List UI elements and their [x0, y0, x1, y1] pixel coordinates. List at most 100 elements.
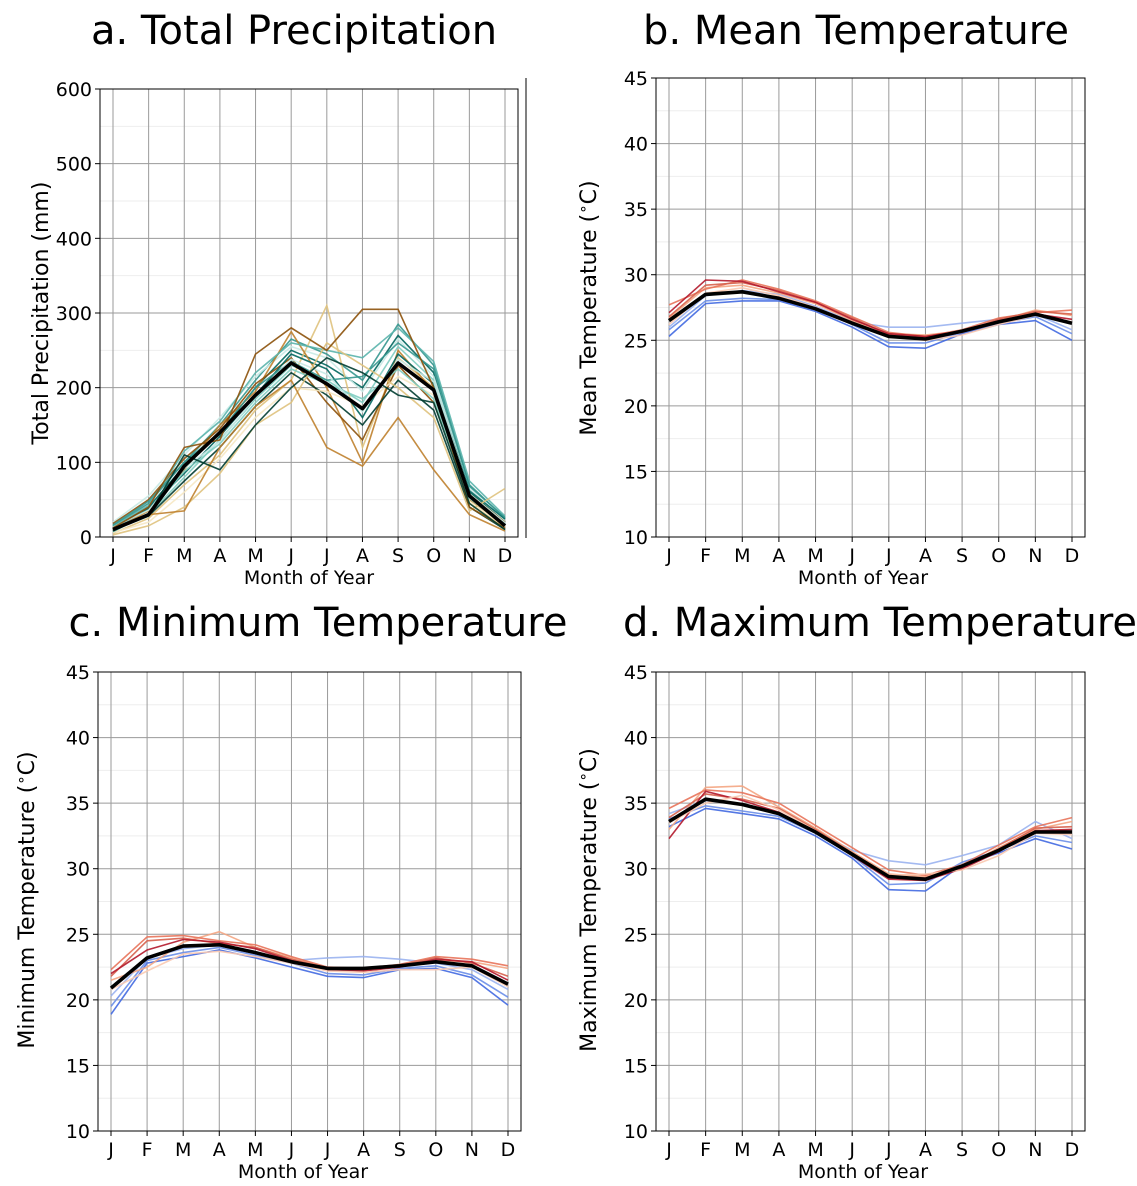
x-tick-label: J	[885, 1139, 892, 1161]
x-tick-label: N	[462, 545, 476, 567]
x-tick-label: D	[501, 1139, 516, 1161]
y-tick-label: 25	[624, 924, 648, 946]
y-tick-label: 100	[56, 452, 92, 474]
degree-sign: ∘	[574, 772, 592, 781]
y-tick-label: 35	[624, 793, 648, 815]
x-tick-label: J	[848, 545, 855, 567]
y-tick-label: 25	[624, 330, 648, 352]
ensemble-line	[668, 807, 1073, 892]
x-tick-label: M	[175, 1139, 191, 1161]
y-tick-label: 300	[56, 303, 92, 325]
x-tick-label: J	[109, 545, 116, 567]
series-group	[667, 279, 1073, 350]
y-tick-label: 10	[624, 527, 648, 549]
x-tick-label: F	[143, 545, 154, 567]
y-tick-label: 0	[80, 527, 92, 549]
x-axis-label: Month of Year	[798, 1161, 928, 1183]
mean-line	[667, 289, 1073, 341]
x-tick-label: J	[288, 1139, 295, 1161]
ensemble-line	[112, 375, 506, 534]
ensemble-line	[112, 341, 506, 526]
y-tick-label: 200	[56, 378, 92, 400]
x-tick-label: A	[356, 545, 369, 567]
series-group	[668, 785, 1073, 892]
x-tick-label: M	[176, 545, 192, 567]
y-tick-label: 35	[66, 793, 90, 815]
x-tick-label: M	[247, 545, 263, 567]
ensemble-line	[112, 356, 506, 525]
x-tick-label: S	[394, 1139, 406, 1161]
x-axis-label: Month of Year	[798, 567, 928, 589]
panel-title: b. Mean Temperature	[643, 8, 1069, 54]
y-tick-label: 15	[624, 461, 648, 483]
x-tick-label: J	[885, 545, 892, 567]
ensemble-line	[110, 946, 509, 1007]
y-tick-label: 20	[624, 990, 648, 1012]
x-tick-label: O	[991, 1139, 1006, 1161]
ensemble-line	[668, 286, 1073, 342]
y-axis-label-unit: C)	[577, 748, 602, 772]
x-tick-label: M	[807, 1139, 823, 1161]
x-tick-label: J	[848, 1139, 855, 1161]
grid	[656, 77, 1085, 538]
panel-maximum-temperature: d. Maximum Temperature 10 15 20 25 30 35 40 45 J…	[574, 600, 1137, 1183]
ensemble-line	[668, 799, 1073, 866]
x-tick-label: M	[734, 1139, 750, 1161]
y-tick-label: 25	[66, 924, 90, 946]
ensemble-line	[112, 371, 506, 532]
ensemble-line	[110, 943, 509, 997]
panel-title: c. Minimum Temperature	[69, 600, 568, 646]
x-tick-label: J	[107, 1139, 114, 1161]
grid	[656, 671, 1085, 1132]
grid	[98, 671, 521, 1132]
y-tick-label: 15	[66, 1055, 90, 1077]
plot-frame	[655, 671, 1086, 1132]
y-tick-label: 10	[624, 1121, 648, 1143]
y-tick-label: 400	[56, 228, 92, 250]
y-tick-label: 30	[624, 859, 648, 881]
x-tick-label: F	[700, 1139, 711, 1161]
panel-title: d. Maximum Temperature	[623, 600, 1137, 646]
x-tick-label: M	[807, 545, 823, 567]
y-axis-label-text: Mean Temperature (	[577, 214, 602, 436]
x-tick-label: J	[323, 545, 330, 567]
y-tick-label: 40	[66, 728, 90, 750]
x-tick-label: J	[324, 1139, 331, 1161]
ensemble-line	[668, 785, 1073, 878]
mean-line	[112, 361, 507, 532]
y-tick-label: 35	[624, 199, 648, 221]
ensemble-line	[110, 950, 509, 991]
x-tick-label: F	[142, 1139, 153, 1161]
y-tick-label: 40	[624, 728, 648, 750]
y-tick-label: 30	[624, 265, 648, 287]
plot-frame	[655, 77, 1086, 538]
ensemble-line	[112, 367, 506, 533]
ensemble-line	[110, 934, 509, 971]
series-group	[109, 930, 509, 1015]
x-tick-label: M	[734, 545, 750, 567]
y-axis-label-unit: C)	[577, 180, 602, 204]
y-tick-label: 10	[66, 1121, 90, 1143]
ensemble-line	[112, 379, 506, 532]
x-tick-label: O	[426, 545, 441, 567]
ensemble-line	[668, 789, 1073, 877]
y-tick-label: 15	[624, 1055, 648, 1077]
mean-line	[109, 942, 509, 990]
x-axis-label: Month of Year	[238, 1161, 368, 1183]
degree-sign: ∘	[574, 204, 592, 213]
y-tick-label: 600	[56, 79, 92, 101]
x-tick-label: S	[956, 1139, 968, 1161]
y-tick-label: 45	[624, 662, 648, 684]
y-axis-label-text: Minimum Temperature (	[15, 785, 40, 1049]
x-tick-label: S	[956, 545, 968, 567]
plot-frame	[97, 671, 522, 1132]
x-tick-label: N	[1028, 545, 1042, 567]
y-tick-label: 20	[624, 396, 648, 418]
x-tick-label: J	[287, 545, 294, 567]
ensemble-line	[668, 300, 1073, 350]
y-tick-label: 40	[624, 134, 648, 156]
